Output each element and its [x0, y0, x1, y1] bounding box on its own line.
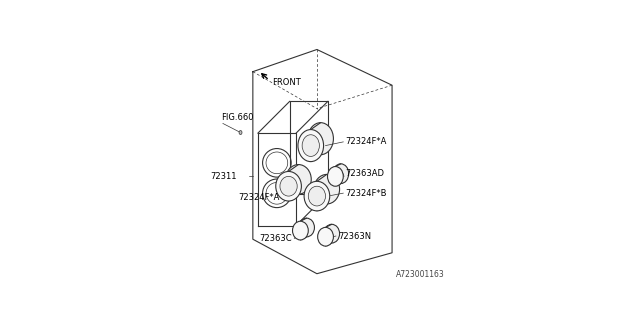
Ellipse shape [304, 181, 330, 211]
Text: FIG.660: FIG.660 [221, 113, 254, 122]
Ellipse shape [302, 135, 319, 156]
Ellipse shape [285, 164, 311, 194]
Ellipse shape [299, 218, 314, 237]
Text: 72363N: 72363N [338, 231, 371, 241]
Ellipse shape [308, 123, 333, 155]
Ellipse shape [239, 131, 242, 134]
Ellipse shape [328, 166, 343, 186]
Text: 72363AD: 72363AD [345, 169, 384, 179]
Ellipse shape [333, 164, 349, 184]
Ellipse shape [292, 221, 308, 240]
Ellipse shape [280, 176, 297, 196]
Text: FRONT: FRONT [272, 77, 301, 86]
Text: 72324F*A: 72324F*A [239, 193, 280, 202]
Ellipse shape [308, 186, 326, 206]
Text: A723001163: A723001163 [396, 270, 445, 279]
Text: 72311: 72311 [210, 172, 236, 181]
Ellipse shape [298, 130, 324, 162]
Ellipse shape [276, 172, 301, 201]
Text: 72363C: 72363C [260, 234, 292, 243]
Ellipse shape [314, 174, 340, 204]
Ellipse shape [324, 224, 340, 243]
Ellipse shape [317, 228, 333, 246]
Text: 72324F*A: 72324F*A [345, 137, 387, 146]
Text: 72324F*B: 72324F*B [345, 188, 387, 198]
